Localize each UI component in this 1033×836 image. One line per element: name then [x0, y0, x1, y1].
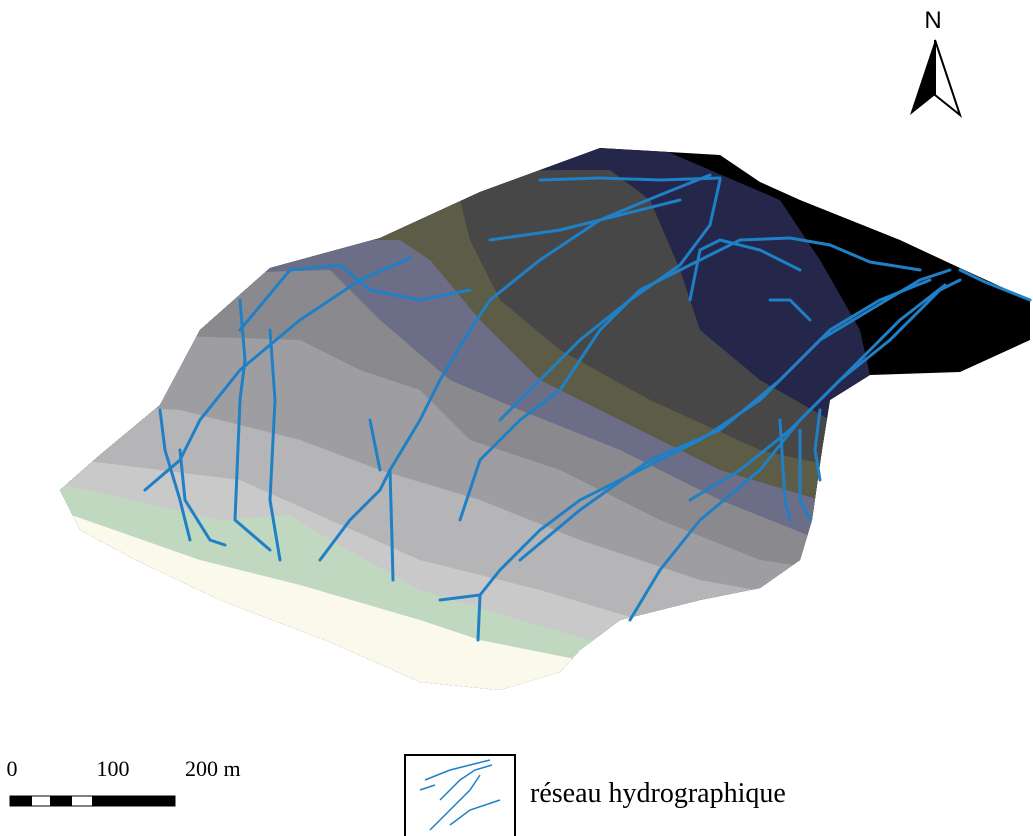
legend-label: réseau hydrographique [530, 778, 786, 809]
stream [478, 595, 480, 640]
scale-bar: 0 100 200 m [7, 756, 241, 806]
scale-label: 100 [97, 756, 130, 781]
scale-label: 200 m [185, 756, 241, 781]
scale-segment [10, 796, 32, 806]
legend: réseau hydrographique [405, 755, 786, 836]
north-label: N [924, 7, 941, 34]
map: N 0 100 200 m réseau hydrographique [0, 0, 1033, 836]
scale-segment [50, 796, 72, 806]
north-arrow: N [910, 7, 960, 115]
terrain [0, 0, 1033, 836]
stream [540, 178, 720, 180]
arrow-half [910, 40, 935, 115]
scale-label: 0 [7, 756, 18, 781]
arrow-half [935, 40, 960, 115]
scale-segment [92, 796, 175, 806]
